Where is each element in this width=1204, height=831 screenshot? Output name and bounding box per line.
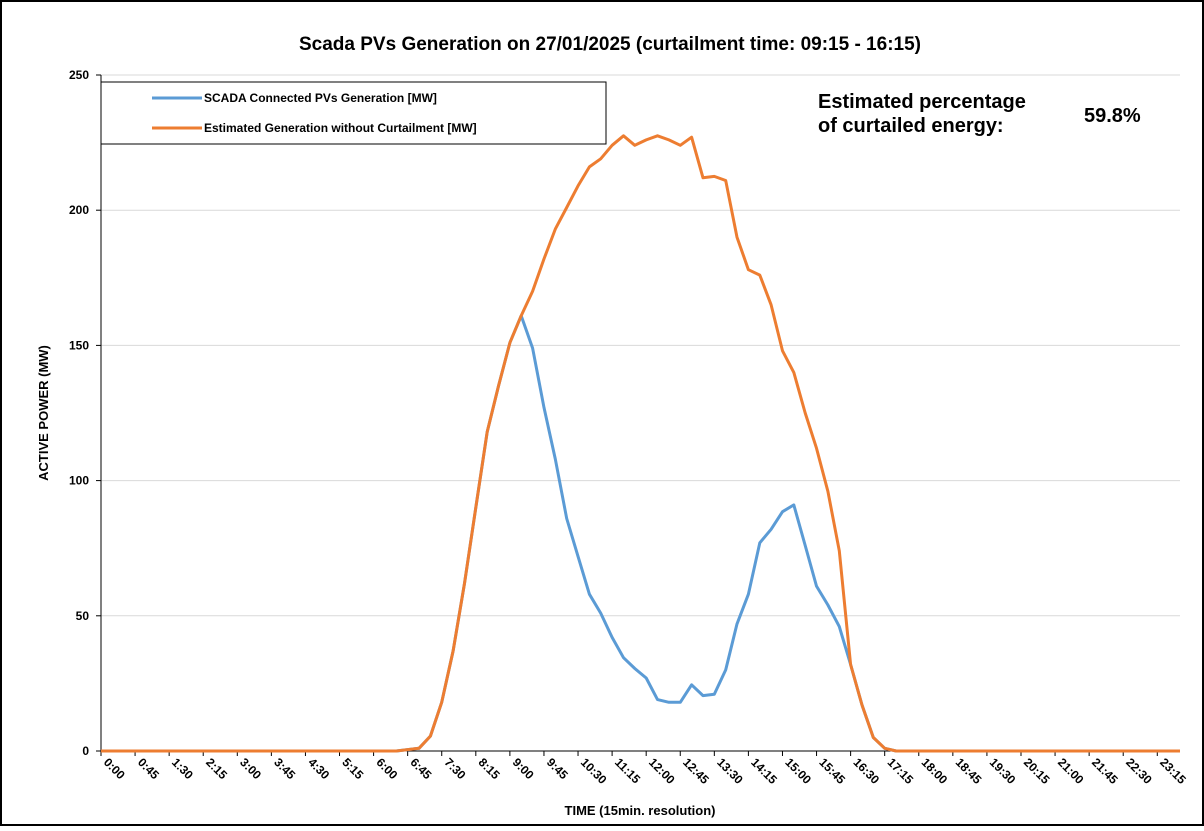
annotation: of curtailed energy: xyxy=(818,115,1004,137)
y-axis-label: ACTIVE POWER (MW) xyxy=(36,345,51,481)
y-tick-label: 200 xyxy=(69,203,89,217)
legend-label: Estimated Generation without Curtailment… xyxy=(204,121,477,135)
series-line xyxy=(101,134,1180,753)
annotation-value: 59.8% xyxy=(1084,105,1141,127)
legend-box xyxy=(100,81,607,145)
y-tick-label: 150 xyxy=(69,338,89,352)
y-tick-label: 0 xyxy=(82,744,89,758)
annotation: Estimated percentage xyxy=(818,91,1026,113)
y-tick-label: 50 xyxy=(76,609,90,623)
chart-title: Scada PVs Generation on 27/01/2025 (curt… xyxy=(299,34,921,55)
y-tick-label: 100 xyxy=(69,474,89,488)
y-tick-label: 250 xyxy=(69,68,89,82)
legend-label: SCADA Connected PVs Generation [MW] xyxy=(204,91,437,105)
x-axis-label: TIME (15min. resolution) xyxy=(565,803,716,818)
